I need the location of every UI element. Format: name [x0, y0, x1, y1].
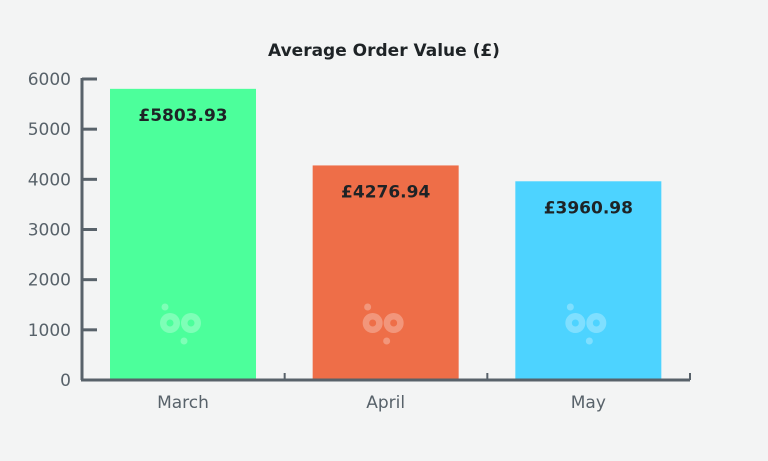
y-tick-label: 6000 [28, 70, 71, 90]
bar-april [312, 165, 459, 380]
y-tick-label: 4000 [28, 170, 71, 190]
x-tick-label: May [571, 393, 606, 413]
data-label: £5803.93 [138, 106, 227, 126]
y-tick-label: 1000 [28, 321, 71, 341]
data-label: £4276.94 [341, 182, 430, 202]
y-tick-label: 0 [60, 371, 71, 391]
y-tick-label: 2000 [28, 271, 71, 291]
x-tick-label: April [366, 393, 405, 413]
bar-march [110, 88, 256, 380]
x-tick-label: March [157, 393, 209, 413]
y-tick-label: 5000 [28, 120, 71, 140]
bar-may [515, 181, 662, 380]
watermark-logo-icon [160, 303, 201, 345]
watermark-logo-icon [362, 303, 404, 345]
chart-title: Average Order Value (£) [268, 41, 500, 61]
watermark-logo-icon [565, 303, 607, 345]
y-tick-label: 3000 [28, 221, 71, 241]
data-label: £3960.98 [544, 198, 633, 218]
